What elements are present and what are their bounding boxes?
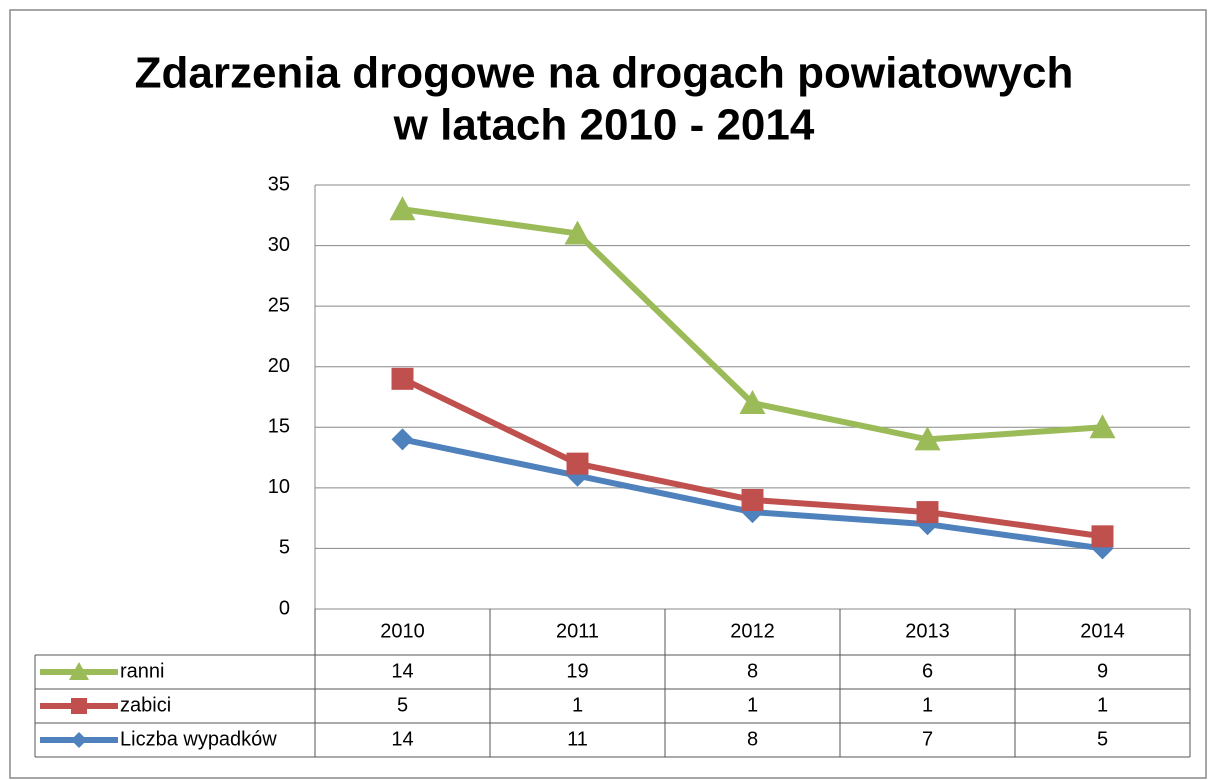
- x-tick-label: 2013: [905, 620, 950, 642]
- table-value: 1: [922, 694, 933, 716]
- legend-label: ranni: [120, 660, 164, 682]
- marker: [741, 488, 764, 511]
- table-value: 14: [391, 728, 413, 750]
- legend-key-marker: [71, 732, 87, 748]
- y-tick-label: 10: [268, 476, 290, 498]
- table-value: 19: [566, 660, 588, 682]
- marker: [391, 428, 414, 451]
- marker: [391, 367, 414, 390]
- marker: [914, 426, 941, 451]
- table-value: 8: [747, 660, 758, 682]
- x-tick-label: 2011: [556, 620, 599, 642]
- table-value: 11: [567, 728, 588, 750]
- x-tick-label: 2010: [380, 620, 425, 642]
- y-tick-label: 35: [268, 173, 290, 195]
- table-value: 6: [922, 660, 933, 682]
- y-tick-label: 5: [279, 537, 290, 559]
- table-value: 14: [391, 660, 413, 682]
- table-value: 5: [397, 694, 408, 716]
- x-tick-label: 2012: [730, 620, 775, 642]
- table-value: 8: [747, 728, 758, 750]
- chart-title: Zdarzenia drogowe na drogach powiatowych: [135, 49, 1074, 98]
- chart-title: w latach 2010 - 2014: [393, 101, 815, 150]
- y-tick-label: 30: [268, 234, 290, 256]
- y-tick-label: 20: [268, 355, 290, 377]
- chart-frame: [9, 9, 1207, 779]
- table-value: 1: [572, 694, 583, 716]
- legend-label: Liczba wypadków: [120, 728, 277, 750]
- table-value: 5: [1097, 728, 1108, 750]
- marker: [389, 196, 416, 221]
- marker: [739, 390, 766, 415]
- marker: [1089, 414, 1116, 439]
- legend-label: zabici: [120, 694, 171, 716]
- y-tick-label: 25: [268, 294, 290, 316]
- table-value: 1: [1097, 694, 1108, 716]
- marker: [916, 501, 939, 524]
- marker: [566, 452, 589, 475]
- table-value: 9: [1097, 660, 1108, 682]
- y-tick-label: 15: [268, 416, 290, 438]
- table-value: 1: [747, 694, 758, 716]
- y-tick-label: 0: [279, 597, 290, 619]
- marker: [564, 220, 591, 245]
- table-value: 7: [922, 728, 933, 750]
- marker: [1091, 525, 1114, 548]
- x-tick-label: 2014: [1080, 620, 1125, 642]
- legend-key-marker: [69, 662, 89, 680]
- legend-key-marker: [71, 698, 87, 714]
